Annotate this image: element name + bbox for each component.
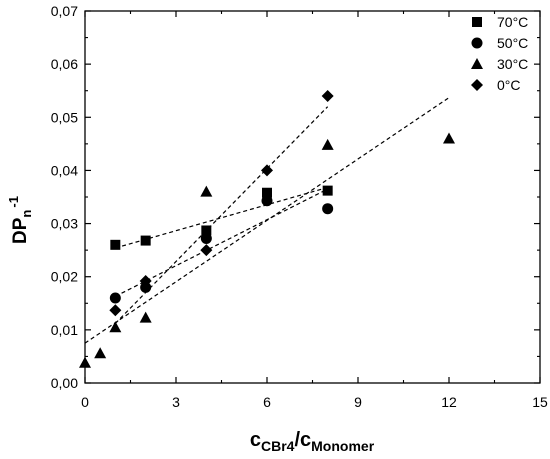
x-axis-ticks: 0 3 6 9 12 15	[81, 11, 548, 410]
x-axis-title-sep: /c	[294, 429, 311, 451]
data-point-circle	[200, 232, 212, 244]
data-point-diamond	[109, 304, 122, 317]
data-points	[79, 90, 455, 368]
fit-lines	[84, 97, 450, 344]
x-axis-title-sub1: CBr4	[261, 438, 295, 454]
y-tick-label: 0,03	[51, 216, 78, 232]
y-tick-label: 0,01	[51, 322, 78, 338]
legend-label: 30°C	[497, 56, 528, 72]
x-tick-label: 0	[81, 394, 89, 410]
legend-label: 70°C	[497, 14, 528, 30]
legend-marker-triangle	[471, 58, 483, 69]
y-tick-label: 0,06	[51, 56, 78, 72]
data-point-circle	[261, 195, 273, 207]
x-axis-title: cCBr4/cMonomer	[250, 429, 375, 454]
data-point-square	[262, 187, 272, 198]
data-point-diamond	[139, 274, 152, 287]
y-axis-title-sup: -1	[6, 196, 21, 208]
data-point-diamond	[321, 90, 334, 103]
data-point-diamond	[261, 164, 273, 177]
data-point-square	[110, 239, 121, 250]
x-tick-label: 9	[354, 394, 362, 410]
data-point-triangle	[321, 138, 334, 150]
data-point-triangle	[109, 321, 122, 333]
fit-line-square	[115, 186, 328, 249]
data-point-square	[201, 225, 212, 236]
legend: 70°C 50°C 30°C 0°C	[471, 14, 528, 93]
y-axis-title: DPn -1	[6, 196, 34, 244]
data-point-diamond	[200, 244, 213, 257]
data-point-circle	[109, 292, 121, 304]
legend-marker-square	[472, 17, 482, 27]
x-tick-label: 12	[441, 394, 457, 410]
y-axis-ticks: 0,00 0,01 0,02 0,03 0,04 0,05 0,06 0,07	[51, 3, 540, 391]
x-tick-label: 6	[263, 394, 271, 410]
data-point-triangle	[94, 347, 107, 359]
legend-marker-circle	[471, 37, 483, 49]
data-point-triangle	[200, 185, 213, 197]
x-tick-label: 15	[532, 394, 548, 410]
legend-label: 0°C	[497, 77, 521, 93]
legend-label: 50°C	[497, 35, 528, 51]
data-point-circle	[322, 203, 334, 215]
x-tick-label: 3	[172, 394, 180, 410]
y-tick-label: 0,05	[51, 109, 78, 125]
y-tick-label: 0,07	[51, 3, 78, 19]
y-axis-title-main: DP	[10, 217, 31, 244]
legend-marker-diamond	[471, 79, 483, 91]
data-point-square	[140, 235, 151, 246]
data-point-triangle	[79, 356, 91, 368]
data-point-triangle	[443, 132, 455, 144]
fit-line-circle	[115, 188, 328, 297]
data-point-triangle	[139, 311, 152, 323]
y-axis-title-sub: n	[19, 210, 34, 218]
x-axis-title-sub2: Monomer	[311, 438, 375, 454]
y-tick-label: 0,04	[51, 162, 78, 178]
data-point-circle	[140, 281, 152, 293]
y-tick-label: 0,00	[51, 375, 78, 391]
fit-line-triangle	[84, 97, 450, 344]
x-axis-title-main: c	[250, 429, 261, 451]
data-point-square	[322, 185, 333, 196]
y-tick-label: 0,02	[51, 269, 78, 285]
